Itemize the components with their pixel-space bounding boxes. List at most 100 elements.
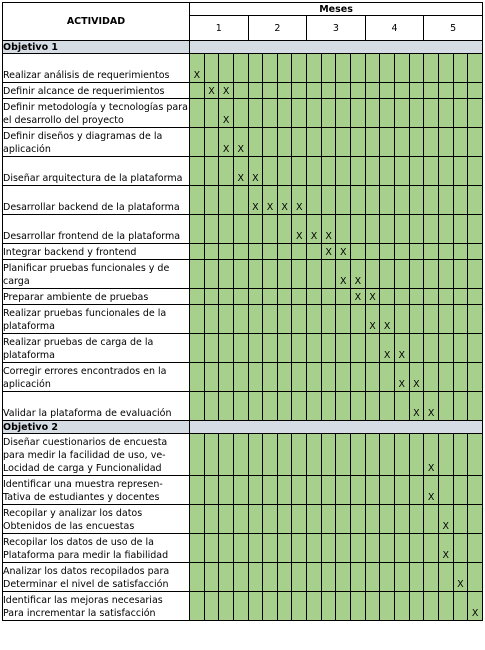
week-cell (437, 433, 454, 476)
week-cell (437, 288, 454, 305)
week-cell (467, 504, 484, 534)
week-cell (423, 185, 439, 215)
activity-name: Corregir errores encontrados en la aplica… (2, 362, 190, 392)
week-cell (393, 243, 410, 260)
activity-name-line: Definir alcance de requerimientos (3, 86, 165, 97)
week-cell (452, 259, 469, 289)
activity-row: Preparar ambiente de pruebas X X (2, 288, 484, 305)
week-cell (393, 288, 410, 305)
week-cell (320, 53, 337, 83)
week-cell (423, 304, 439, 334)
week-cell (203, 591, 220, 621)
week-cell (306, 82, 322, 99)
activity-name: Definir metodología y tecnologías para el… (2, 98, 190, 128)
week-cell (364, 504, 381, 534)
week-cell (276, 562, 293, 592)
week-cell (262, 433, 278, 476)
week-cell (467, 98, 484, 128)
activity-name: Recopilar y analizar los datos Obtenidos … (2, 504, 190, 534)
week-cell (437, 333, 454, 363)
week-cell (262, 127, 278, 157)
month-header-4: 4 (364, 15, 425, 41)
week-cell (437, 185, 454, 215)
week-cell: X (379, 304, 395, 334)
week-cell (350, 562, 366, 592)
week-cell (467, 304, 484, 334)
month-header-1: 1 (189, 15, 249, 41)
week-cell (452, 243, 469, 260)
week-cell (408, 156, 425, 186)
week-cell (306, 591, 322, 621)
week-cell (276, 362, 293, 392)
week-cell (408, 98, 425, 128)
activity-row: Realizar análisis de requerimientos X (2, 53, 484, 83)
week-cell (232, 304, 249, 334)
week-cell (189, 185, 205, 215)
week-cell (408, 259, 425, 289)
schedule-mark: X (237, 144, 244, 155)
week-cell (291, 533, 308, 563)
week-cell (393, 391, 410, 421)
activity-name-line: Determinar el nivel de satisfacción (3, 579, 169, 590)
week-cell: X (408, 362, 425, 392)
activity-name: Preparar ambiente de pruebas (2, 288, 190, 305)
week-cell (203, 333, 220, 363)
week-cell (379, 259, 395, 289)
week-cell (232, 591, 249, 621)
week-cell (189, 82, 205, 99)
activity-row: Recopilar y analizar los datos Obtenidos … (2, 504, 484, 534)
week-cell: X (437, 504, 454, 534)
activity-row: Diseñar arquitectura de la plataforma X X (2, 156, 484, 186)
week-cell (364, 127, 381, 157)
week-cell (189, 391, 205, 421)
week-cell (247, 53, 264, 83)
week-cell (437, 562, 454, 592)
week-cell (393, 82, 410, 99)
week-cell (306, 533, 322, 563)
week-cell (437, 391, 454, 421)
week-cell (452, 475, 469, 505)
week-cell (335, 362, 352, 392)
week-cell (232, 391, 249, 421)
week-cell (320, 504, 337, 534)
activity-name-line: Plataforma para medir la fiabilidad (3, 550, 169, 561)
week-cell (262, 243, 278, 260)
week-cell (203, 533, 220, 563)
week-cell (247, 533, 264, 563)
week-cell (189, 288, 205, 305)
week-cell (203, 214, 220, 244)
week-cell (335, 127, 352, 157)
week-cell (218, 288, 234, 305)
week-cell (276, 433, 293, 476)
week-cell (306, 504, 322, 534)
week-cell (467, 82, 484, 99)
week-cell (393, 562, 410, 592)
week-cell: X (350, 288, 366, 305)
week-cell (262, 562, 278, 592)
week-cell (379, 185, 395, 215)
week-cell (335, 475, 352, 505)
week-cell (247, 304, 264, 334)
activity-row: Analizar los datos recopilados para Deter… (2, 562, 484, 592)
week-cell (437, 243, 454, 260)
week-cell (408, 533, 425, 563)
week-cell (335, 591, 352, 621)
week-cell (189, 475, 205, 505)
week-cell (203, 243, 220, 260)
week-cell: X (423, 475, 439, 505)
activity-name: Analizar los datos recopilados para Deter… (2, 562, 190, 592)
objective-band (188, 40, 484, 54)
week-cell (306, 562, 322, 592)
week-cell (364, 433, 381, 476)
activity-name-line: Realizar pruebas de carga de la (3, 337, 154, 348)
week-cell (232, 562, 249, 592)
schedule-mark: X (325, 247, 332, 258)
week-cell (364, 259, 381, 289)
week-cell (306, 259, 322, 289)
week-cell (218, 562, 234, 592)
week-cell: X (350, 259, 366, 289)
week-cell (247, 214, 264, 244)
week-cell (437, 156, 454, 186)
week-cell (189, 533, 205, 563)
schedule-mark: X (383, 321, 391, 332)
